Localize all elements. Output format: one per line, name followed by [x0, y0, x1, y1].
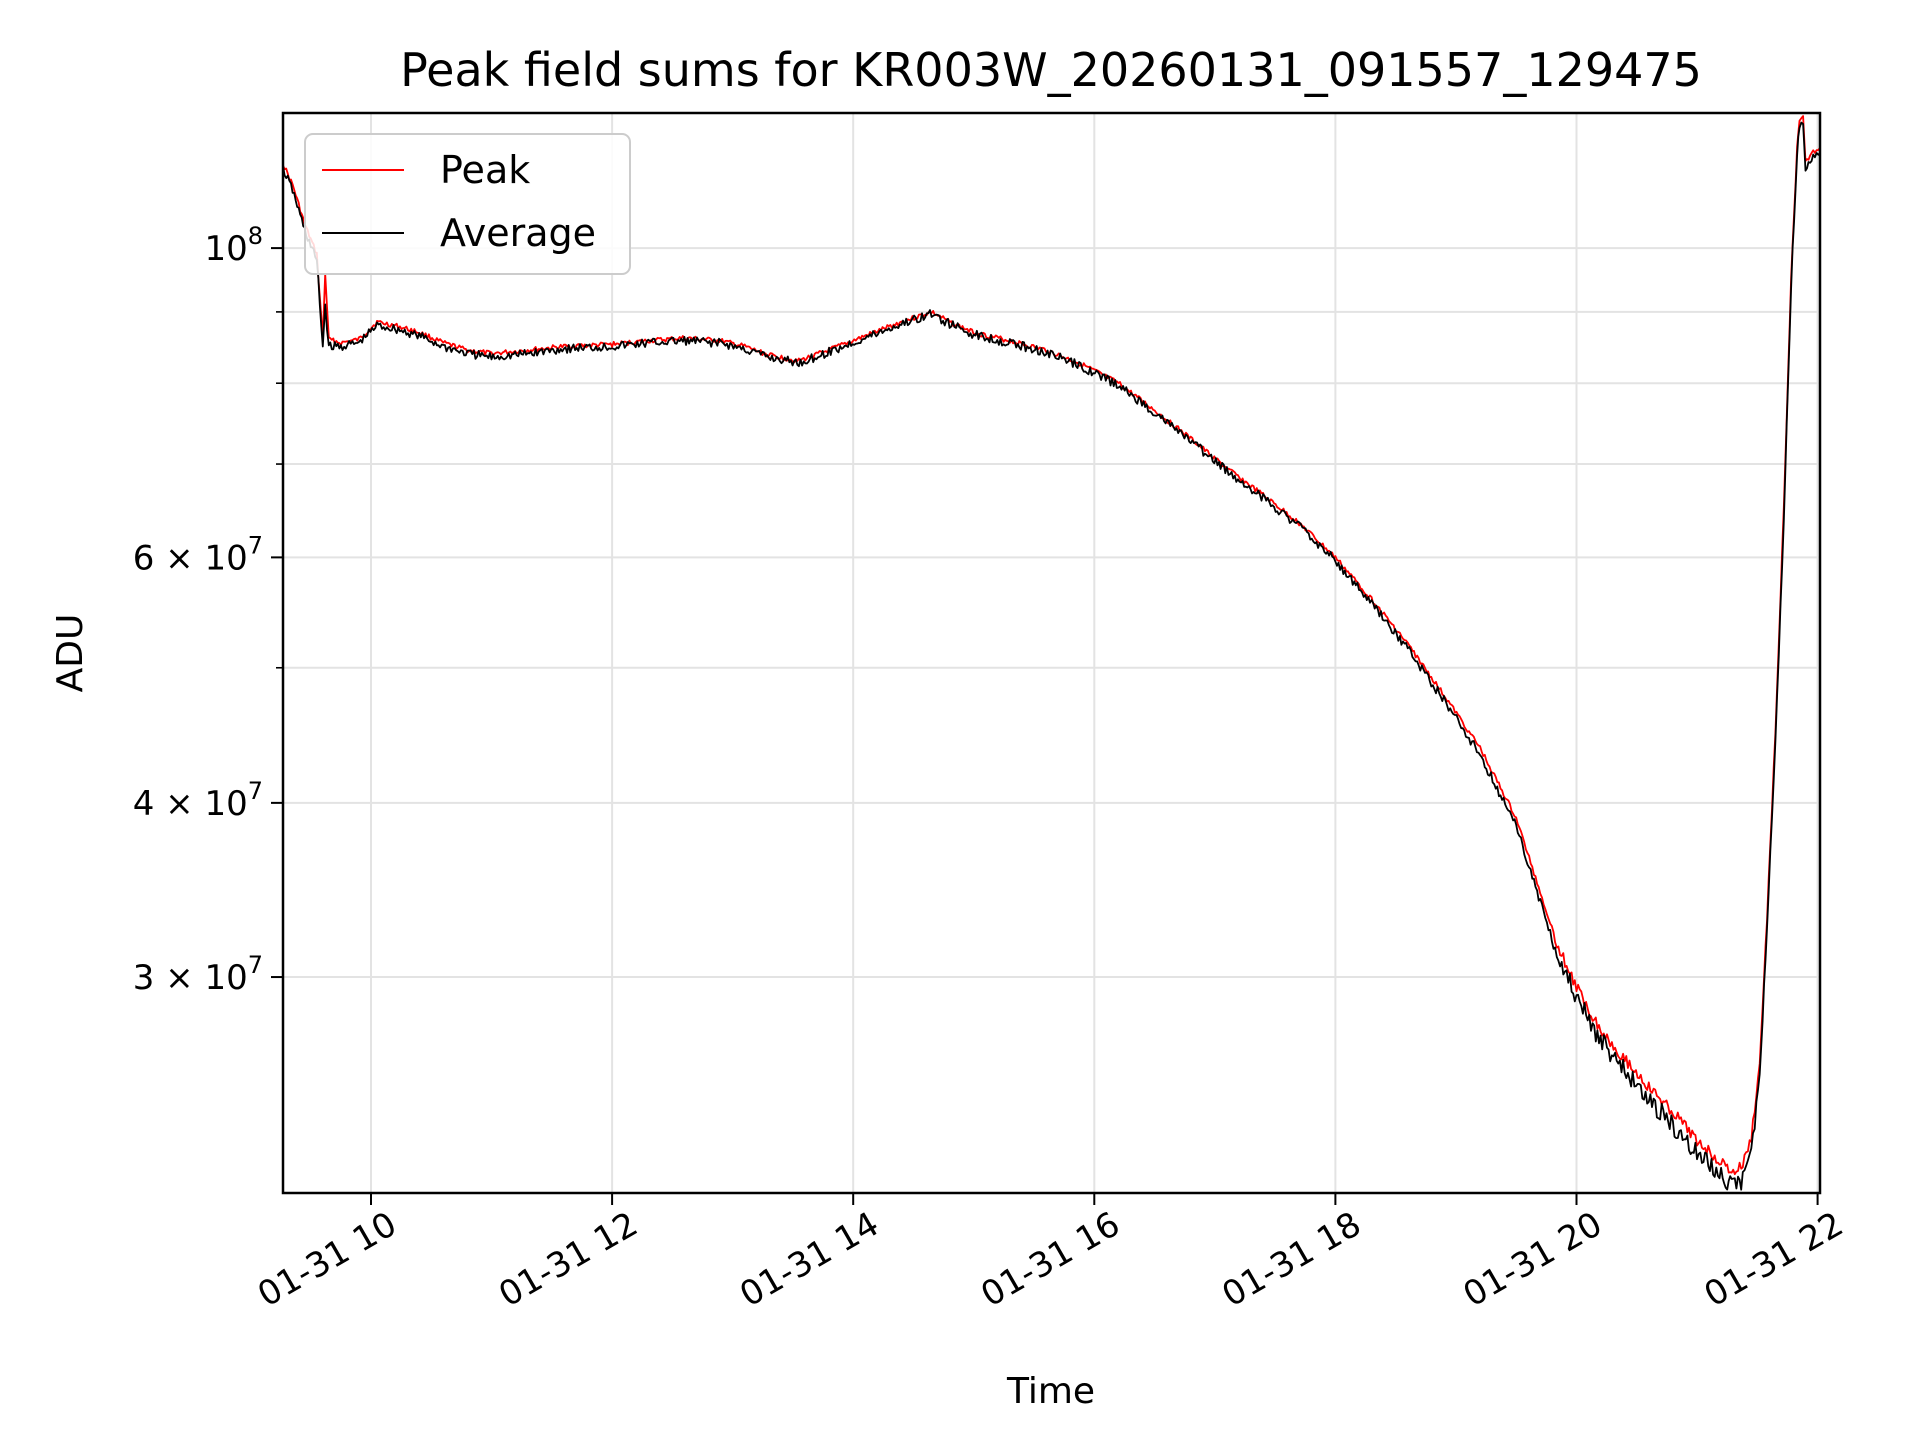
y-axis-label: ADU [50, 614, 91, 693]
legend-label-average: Average [440, 211, 596, 255]
y-tick-label: 3 × 107 [133, 951, 263, 998]
y-tick-label: 108 [204, 222, 263, 269]
plot-frame [281, 111, 1822, 1195]
series-line-average [282, 121, 1821, 1191]
chart-title: Peak field sums for KR003W_20260131_0915… [400, 43, 1702, 97]
legend: Peak Average [304, 133, 631, 275]
x-axis-label: Time [1006, 1371, 1095, 1412]
grid-lines [283, 113, 1820, 1193]
y-tick-label: 6 × 107 [133, 531, 263, 578]
series-lines [282, 115, 1821, 1191]
legend-label-peak: Peak [440, 148, 530, 192]
y-tick-label: 4 × 107 [133, 777, 263, 824]
